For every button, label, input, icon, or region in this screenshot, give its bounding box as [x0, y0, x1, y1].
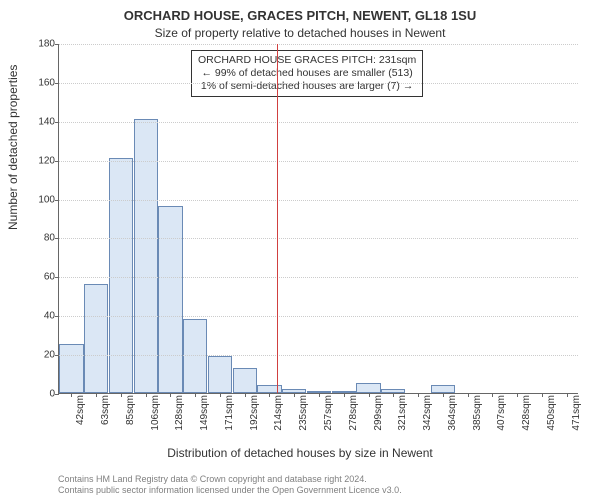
xtick-label: 321sqm	[397, 395, 408, 431]
ytick-mark	[55, 122, 59, 123]
xtick-mark	[344, 393, 345, 397]
footer-text: Contains HM Land Registry data © Crown c…	[58, 474, 402, 497]
xtick-label: 278sqm	[348, 395, 359, 431]
annotation-line2: ← 99% of detached houses are smaller (51…	[198, 67, 416, 80]
xtick-label: 149sqm	[199, 395, 210, 431]
xtick-mark	[294, 393, 295, 397]
histogram-bar	[109, 158, 133, 393]
footer-line2: Contains public sector information licen…	[58, 485, 402, 496]
ytick-mark	[55, 277, 59, 278]
xtick-mark	[146, 393, 147, 397]
xtick-label: 235sqm	[298, 395, 309, 431]
xtick-label: 63sqm	[100, 395, 111, 425]
xtick-mark	[195, 393, 196, 397]
annotation-box: ORCHARD HOUSE GRACES PITCH: 231sqm ← 99%…	[191, 50, 423, 97]
chart-title-line2: Size of property relative to detached ho…	[0, 26, 600, 40]
ytick-label: 80	[44, 233, 55, 244]
ytick-mark	[55, 316, 59, 317]
xtick-mark	[418, 393, 419, 397]
xtick-mark	[269, 393, 270, 397]
xtick-mark	[96, 393, 97, 397]
xtick-mark	[517, 393, 518, 397]
gridline-h	[59, 277, 578, 278]
xtick-mark	[492, 393, 493, 397]
xtick-label: 42sqm	[75, 395, 86, 425]
xtick-label: 257sqm	[323, 395, 334, 431]
xtick-label: 192sqm	[249, 395, 260, 431]
xtick-mark	[542, 393, 543, 397]
ytick-label: 180	[38, 39, 55, 50]
histogram-bar	[233, 368, 257, 393]
ytick-mark	[55, 238, 59, 239]
ytick-label: 0	[49, 389, 55, 400]
histogram-bar	[208, 356, 232, 393]
x-axis-label: Distribution of detached houses by size …	[0, 446, 600, 460]
xtick-label: 171sqm	[224, 395, 235, 431]
ytick-mark	[55, 394, 59, 395]
xtick-label: 385sqm	[472, 395, 483, 431]
xtick-label: 471sqm	[571, 395, 582, 431]
xtick-label: 450sqm	[546, 395, 557, 431]
histogram-bar	[158, 206, 182, 393]
xtick-mark	[71, 393, 72, 397]
histogram-bar	[59, 344, 83, 393]
xtick-mark	[393, 393, 394, 397]
ytick-label: 60	[44, 272, 55, 283]
xtick-mark	[121, 393, 122, 397]
ytick-mark	[55, 83, 59, 84]
ytick-label: 140	[38, 116, 55, 127]
xtick-label: 342sqm	[422, 395, 433, 431]
xtick-mark	[443, 393, 444, 397]
histogram-bar	[356, 383, 380, 393]
ytick-mark	[55, 161, 59, 162]
xtick-label: 85sqm	[125, 395, 136, 425]
xtick-mark	[170, 393, 171, 397]
xtick-mark	[369, 393, 370, 397]
gridline-h	[59, 122, 578, 123]
chart-container: ORCHARD HOUSE, GRACES PITCH, NEWENT, GL1…	[0, 0, 600, 500]
gridline-h	[59, 355, 578, 356]
gridline-h	[59, 161, 578, 162]
ytick-mark	[55, 355, 59, 356]
chart-title-line1: ORCHARD HOUSE, GRACES PITCH, NEWENT, GL1…	[0, 8, 600, 23]
gridline-h	[59, 200, 578, 201]
histogram-bar	[84, 284, 108, 393]
reference-line	[277, 44, 278, 393]
xtick-label: 364sqm	[447, 395, 458, 431]
ytick-label: 160	[38, 77, 55, 88]
xtick-label: 407sqm	[496, 395, 507, 431]
annotation-line1: ORCHARD HOUSE GRACES PITCH: 231sqm	[198, 54, 416, 67]
ytick-label: 20	[44, 350, 55, 361]
ytick-mark	[55, 44, 59, 45]
ytick-label: 100	[38, 194, 55, 205]
xtick-label: 299sqm	[373, 395, 384, 431]
histogram-bar	[431, 385, 455, 393]
gridline-h	[59, 316, 578, 317]
ytick-label: 40	[44, 311, 55, 322]
xtick-mark	[468, 393, 469, 397]
ytick-label: 120	[38, 155, 55, 166]
xtick-mark	[319, 393, 320, 397]
gridline-h	[59, 238, 578, 239]
xtick-label: 128sqm	[174, 395, 185, 431]
xtick-mark	[245, 393, 246, 397]
xtick-label: 106sqm	[150, 395, 161, 431]
y-axis-label: Number of detached properties	[6, 65, 20, 230]
xtick-label: 428sqm	[521, 395, 532, 431]
ytick-mark	[55, 200, 59, 201]
xtick-mark	[220, 393, 221, 397]
footer-line1: Contains HM Land Registry data © Crown c…	[58, 474, 402, 485]
xtick-mark	[567, 393, 568, 397]
gridline-h	[59, 44, 578, 45]
gridline-h	[59, 83, 578, 84]
xtick-label: 214sqm	[273, 395, 284, 431]
plot-area: ORCHARD HOUSE GRACES PITCH: 231sqm ← 99%…	[58, 44, 578, 394]
